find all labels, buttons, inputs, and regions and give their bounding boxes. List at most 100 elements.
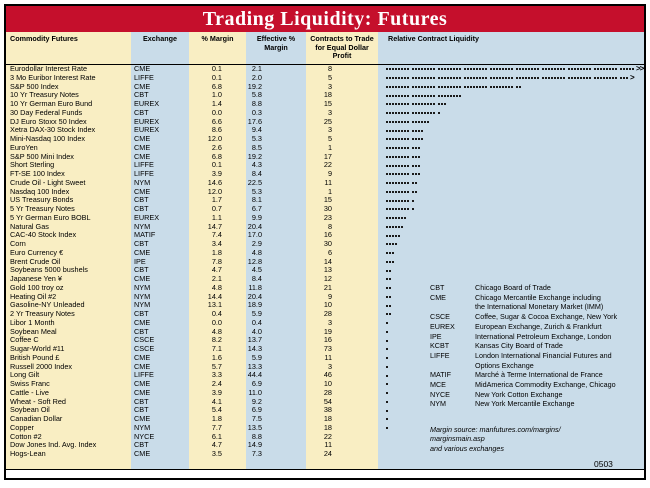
margin-value: 0.7 [189,204,246,214]
liquidity-dot [404,85,406,88]
liquidity-dot [401,77,403,80]
exchange-code: CME [131,274,189,284]
exchange-code: EUREX [131,125,189,135]
table-row: S&P 500 Mini Index CME 6.8 19.2 17 [6,152,644,162]
liquidity-dot [467,68,469,71]
liquidity-dot [519,85,521,88]
liquidity-dot [404,182,406,185]
liquidity-dot-bar [378,441,644,450]
legend-exchange-name: New York Mercantile Exchange [475,399,575,409]
liquidity-dot [511,85,513,88]
effective-margin-value: 8.4 [246,274,306,284]
contracts-value: 3 [306,362,378,372]
liquidity-dot-bar [378,152,644,162]
liquidity-dot [398,120,400,123]
liquidity-dot [395,68,397,71]
liquidity-dot [386,182,388,185]
liquidity-dot [609,77,611,80]
liquidity-dot-bar [378,362,644,372]
table-row: Russell 2000 Index CME 5.7 13.3 3 [6,362,644,372]
liquidity-dot [505,68,507,71]
liquidity-dot [430,85,432,88]
liquidity-dot [386,418,388,421]
liquidity-dot [537,77,539,80]
table-row: 30 Day Federal Funds CBT 0.0 0.3 3 [6,108,644,118]
liquidity-dot [389,85,391,88]
liquidity-dot [412,147,414,150]
liquidity-dot [453,77,455,80]
liquidity-dot [392,190,394,193]
liquidity-dot [583,68,585,71]
exchange-code: MATIF [131,230,189,240]
margin-value: 0.0 [189,318,246,328]
effective-margin-value: 7.3 [246,449,306,459]
exchange-code: CME [131,152,189,162]
effective-margin-value: 44.4 [246,370,306,380]
effective-margin-value: 5.9 [246,309,306,319]
liquidity-dot-bar [378,248,644,258]
commodity-name: 5 Yr Treasury Notes [6,204,131,214]
table-frame: Trading Liquidity: Futures Commodity Fut… [4,4,646,480]
liquidity-dot [395,225,397,228]
liquidity-dot [418,68,420,71]
liquidity-dot-bar [378,213,644,223]
commodity-name: Gasoline-NY Unleaded [6,300,131,310]
commodity-name: British Pound £ [6,353,131,363]
liquidity-dot [412,120,414,123]
liquidity-dot [407,112,409,115]
exchange-code: CBT [131,440,189,450]
liquidity-dot [389,225,391,228]
liquidity-dot [386,217,388,220]
liquidity-dot [386,400,388,403]
effective-margin-value: 8.8 [246,99,306,109]
liquidity-dot-bar [378,310,644,319]
liquidity-dot [525,68,527,71]
overflow-arrow-icon: > [630,72,635,82]
commodity-name: Nasdaq 100 Index [6,187,131,197]
liquidity-dot [600,68,602,71]
margin-value: 5.7 [189,362,246,372]
liquidity-dot-bar [378,257,644,267]
liquidity-dot [389,147,391,150]
liquidity-dot [482,68,484,71]
liquidity-dot [386,190,388,193]
liquidity-dot [407,138,409,141]
table-row: Natural Gas NYM 14.7 20.4 8 [6,222,644,232]
liquidity-dot [386,383,388,386]
liquidity-dot-bar [378,292,644,302]
liquidity-dot [386,147,388,150]
liquidity-dot [398,129,400,132]
liquidity-dot [392,208,394,211]
margin-value: 14.7 [189,222,246,232]
liquidity-dot [493,68,495,71]
exchange-code: CBT [131,405,189,415]
effective-margin-value: 4.8 [246,248,306,258]
margin-value: 1.8 [189,414,246,424]
liquidity-dot [545,68,547,71]
effective-margin-value: 4.5 [246,265,306,275]
liquidity-dot [398,234,400,237]
liquidity-dot [389,68,391,71]
liquidity-dot [418,138,420,141]
contracts-value: 3 [306,82,378,92]
liquidity-dot [537,68,539,71]
liquidity-dot [401,190,403,193]
liquidity-dot [407,103,409,106]
liquidity-dot [470,77,472,80]
liquidity-dot-bar [378,415,644,424]
table-row: Hogs-Lean CME 3.5 7.3 24 [6,449,644,459]
contracts-value: 3 [306,125,378,135]
liquidity-dot-bar [378,301,644,310]
margin-value: 1.0 [189,90,246,100]
page-title: Trading Liquidity: Futures [202,7,448,30]
liquidity-dot-bar [378,187,644,197]
liquidity-dot [401,217,403,220]
liquidity-dot [404,129,406,132]
contracts-value: 25 [306,117,378,127]
liquidity-dot [386,173,388,176]
liquidity-dot [496,68,498,71]
liquidity-dot [577,68,579,71]
liquidity-dot [415,147,417,150]
legend-exchange-abbr: CME [430,292,446,302]
commodity-name: Canadian Dollar [6,414,131,424]
